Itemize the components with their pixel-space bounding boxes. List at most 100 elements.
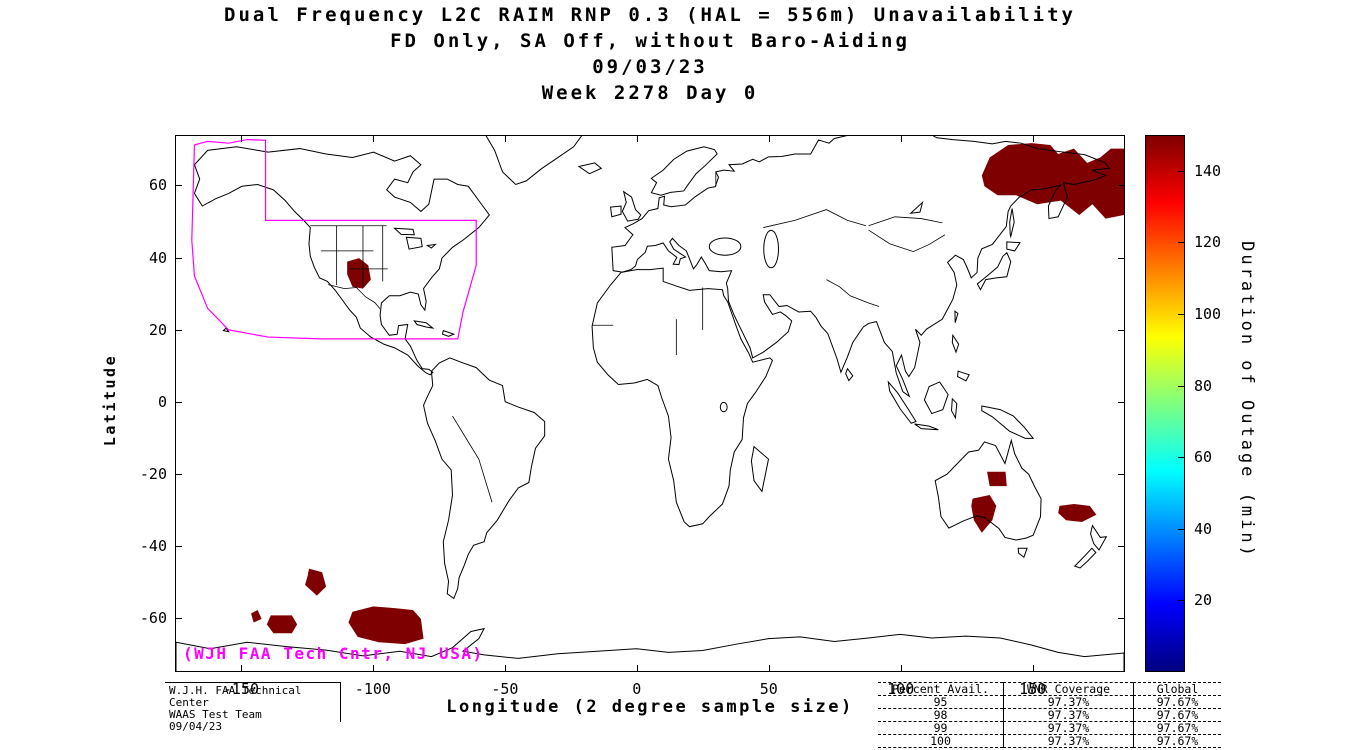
outage-region-south-pacific-4 (348, 606, 424, 645)
lake-superior (395, 228, 415, 234)
border-kazakhstan (763, 210, 866, 228)
x-tick-mark (900, 136, 902, 142)
stats-cell: 97.37% (1003, 696, 1133, 709)
availability-stats-table: Percent Avail. WNR Coverage Global 95 97.37%… (878, 682, 1221, 748)
colorbar-tick-mark (1178, 314, 1184, 315)
coast-sakhalin (1010, 209, 1014, 237)
colorbar-tick-mark (1178, 242, 1184, 244)
coast-hokkaido (1007, 242, 1020, 251)
outage-region-south-pacific-1 (305, 568, 327, 596)
outage-region-australia-north (987, 471, 1007, 487)
x-tick-label: -150 (222, 680, 260, 698)
x-tick-label: -100 (354, 680, 391, 698)
stats-cell: 97.37% (1003, 722, 1133, 735)
lake-michigan-huron (406, 237, 422, 249)
stats-cell: 97.67% (1133, 696, 1221, 709)
colorbar-tick-label: 100 (1194, 305, 1222, 323)
colorbar-tick-label: 60 (1194, 448, 1213, 467)
stats-cell: 97.37% (1003, 735, 1133, 748)
coast-sri-lanka (846, 369, 853, 381)
coast-honshu (977, 253, 1010, 290)
coast-mindanao (958, 371, 970, 381)
x-tick-label: 150 (1019, 680, 1047, 698)
coast-borneo (924, 382, 948, 414)
x-tick-mark (504, 665, 506, 671)
coast-new-zealand-north (1091, 526, 1107, 550)
x-tick-mark (504, 136, 506, 142)
coast-australia (935, 440, 1041, 539)
waas-credit-annotation: (WJH FAA Tech Cntr, NJ USA) (183, 644, 484, 663)
colorbar-tick-label: 20 (1194, 591, 1213, 610)
y-tick-mark (176, 257, 182, 259)
y-tick-mark (176, 185, 182, 187)
y-tick-label: 0 (157, 392, 167, 411)
stats-cell: 98 (878, 709, 1003, 722)
coast-ireland (611, 206, 622, 217)
border-brazil (453, 416, 493, 502)
outage-region-south-pacific-2 (251, 609, 262, 623)
coast-sumatra (888, 382, 916, 423)
x-tick-mark (240, 136, 242, 142)
outage-region-south-pacific-3 (266, 615, 298, 634)
coast-great-britain (622, 192, 640, 221)
x-tick-label: 0 (632, 680, 642, 698)
stats-cell: 97.67% (1133, 709, 1221, 722)
coast-new-guinea (982, 406, 1033, 438)
chart-title-block: Dual Frequency L2C RAIM RNP 0.3 (HAL = 5… (175, 2, 1125, 106)
x-tick-label: 50 (759, 680, 778, 698)
y-tick-label: -40 (139, 536, 167, 555)
outage-region-us-four-corners (347, 258, 371, 289)
x-tick-mark (1032, 665, 1034, 671)
outage-region-northeast-russia (981, 143, 1124, 219)
y-tick-mark (176, 617, 182, 619)
coast-hispaniola (442, 331, 453, 337)
x-tick-mark (1032, 136, 1034, 142)
border-us-mexico (328, 285, 380, 309)
y-tick-mark (176, 329, 182, 331)
colorbar-tick-mark (1178, 170, 1184, 172)
stats-data-row: 98 97.37% 97.67% (878, 709, 1221, 722)
stats-cell: 97.37% (1003, 709, 1133, 722)
coast-madagascar (751, 447, 768, 492)
lake-ontario-erie (427, 244, 435, 248)
stats-cell: 99 (878, 722, 1003, 735)
coastline-layer (176, 136, 1124, 671)
stats-header-cell: WNR Coverage (1003, 682, 1133, 696)
coast-north-america (194, 147, 489, 375)
stats-header-row: Percent Avail. WNR Coverage Global (878, 682, 1221, 696)
coast-java (915, 424, 939, 430)
border-mongolia-south (869, 230, 945, 252)
coast-sulawesi (952, 399, 957, 418)
y-tick-mark (1118, 617, 1124, 619)
x-tick-mark (372, 136, 374, 142)
stats-header-cell: Global (1133, 682, 1221, 696)
footer-credit-line: WAAS Test Team (169, 708, 262, 721)
colorbar-tick-mark (1178, 600, 1184, 602)
coast-new-zealand-south (1075, 548, 1096, 568)
colorbar-tick-label: 40 (1194, 519, 1213, 538)
y-tick-mark (1118, 185, 1124, 187)
y-tick-label: 40 (148, 248, 167, 267)
chart-title-line2: FD Only, SA Off, without Baro-Aiding (390, 30, 910, 52)
coast-cuba (414, 321, 432, 328)
outage-region-australia-south (971, 495, 997, 533)
footer-credit-line: W.J.H. FAA Technical Center (169, 684, 302, 709)
y-tick-mark (176, 473, 182, 475)
x-tick-mark (636, 136, 638, 142)
coast-scandinavia (651, 147, 717, 195)
coast-iceland (579, 163, 601, 174)
coast-taiwan (955, 311, 958, 322)
border-mongolia-north (869, 217, 943, 226)
black-sea (709, 238, 741, 255)
colorbar-tick-mark (1178, 528, 1184, 530)
outage-regions-layer (251, 143, 1124, 645)
y-tick-mark (1118, 257, 1124, 259)
x-tick-mark (240, 665, 242, 671)
colorbar-tick-label: 120 (1194, 233, 1222, 252)
x-axis-label: Longitude (2 degree sample size) (446, 697, 854, 717)
x-tick-mark (900, 665, 902, 671)
coast-eurasia (612, 136, 1110, 396)
waas-coverage-boundary (192, 140, 476, 339)
stats-data-row: 99 97.37% 97.67% (878, 722, 1221, 735)
